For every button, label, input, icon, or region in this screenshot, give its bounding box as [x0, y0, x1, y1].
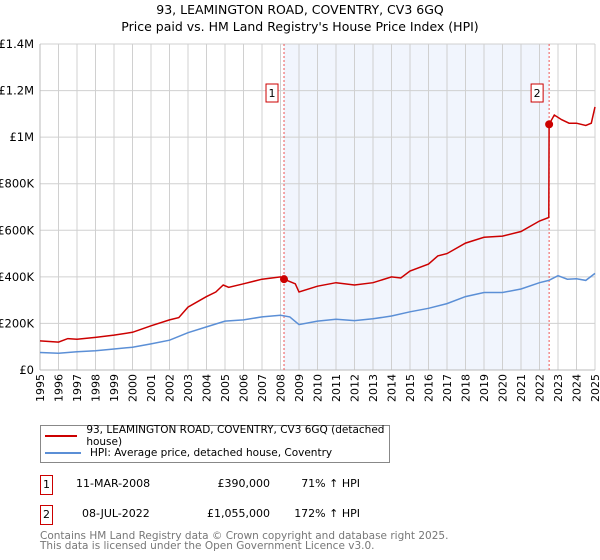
annotation-label: 2: [534, 87, 541, 100]
x-tick-label: 2000: [127, 374, 140, 402]
transaction-hpi: 71% ↑ HPI: [301, 477, 360, 490]
annotation-box: [265, 83, 279, 103]
y-tick-label: £1.4M: [0, 37, 34, 51]
x-tick-label: 2020: [497, 374, 510, 402]
legend-label: 93, LEAMINGTON ROAD, COVENTRY, CV3 6GQ (…: [86, 424, 385, 448]
y-tick-label: £200K: [0, 316, 34, 330]
y-tick-label: £800K: [0, 177, 34, 191]
x-tick-label: 2007: [256, 374, 269, 402]
transaction-row: 2 08-JUL-2022 £1,055,000 172% ↑ HPI: [40, 505, 400, 525]
transaction-price: £390,000: [217, 477, 271, 490]
x-tick-label: 2019: [478, 374, 491, 402]
x-tick-label: 2023: [552, 374, 565, 402]
x-tick-label: 2006: [238, 374, 251, 402]
x-tick-label: 2017: [441, 374, 454, 402]
chart-subtitle: Price paid vs. HM Land Registry's House …: [121, 19, 479, 34]
transaction-marker: 2: [40, 505, 53, 525]
y-tick-label: £400K: [0, 270, 34, 284]
y-tick-label: £0: [19, 363, 34, 377]
x-tick-label: 2016: [423, 374, 436, 402]
sale-point: [545, 120, 554, 129]
footer-line: Contains HM Land Registry data © Crown c…: [40, 530, 449, 542]
x-tick-label: 1996: [53, 374, 66, 402]
x-tick-label: 2021: [515, 374, 528, 402]
x-tick-label: 2010: [312, 374, 325, 402]
y-tick-label: £1.2M: [0, 84, 34, 98]
x-tick-label: 1995: [34, 374, 47, 402]
legend-label: HPI: Average price, detached house, Cove…: [90, 447, 333, 459]
footer: Contains HM Land Registry data © Crown c…: [40, 530, 449, 552]
transaction-hpi: 172% ↑ HPI: [294, 507, 360, 520]
y-tick-label: £1M: [9, 130, 34, 144]
x-tick-label: 2018: [460, 374, 473, 402]
transaction-price: £1,055,000: [207, 507, 270, 520]
transaction-row: 1 11-MAR-2008 £390,000 71% ↑ HPI: [40, 475, 400, 495]
shaded-period: [284, 44, 550, 370]
legend-swatch-blue: [45, 452, 81, 454]
annotation-box: [530, 83, 544, 103]
chart-title: 93, LEAMINGTON ROAD, COVENTRY, CV3 6GQ: [156, 2, 444, 17]
transaction-date: 08-JUL-2022: [82, 507, 150, 520]
x-tick-label: 2009: [293, 374, 306, 402]
price-chart: 1995 1996 1997 1998 1999 2000 2001 2002 2003 2004…: [0, 37, 600, 402]
annotation-label: 1: [269, 87, 276, 100]
y-tick-label: £600K: [0, 223, 34, 237]
x-tick-label: 2005: [219, 374, 232, 402]
x-tick-label: 2014: [386, 374, 399, 402]
hpi-line: [39, 272, 596, 354]
x-tick-label: 2012: [349, 374, 362, 402]
transaction-marker: 1: [40, 475, 53, 495]
transaction-date: 11-MAR-2008: [76, 477, 151, 490]
x-tick-label: 2015: [404, 374, 417, 402]
legend: 93, LEAMINGTON ROAD, COVENTRY, CV3 6GQ (…: [40, 424, 390, 463]
x-tick-label: 2025: [589, 374, 600, 402]
legend-item-hpi: HPI: Average price, detached house, Cove…: [45, 445, 332, 461]
x-tick-label: 2011: [330, 374, 343, 402]
sale-point: [280, 275, 289, 284]
x-tick-label: 2003: [182, 374, 195, 402]
x-tick-label: 2004: [201, 374, 214, 402]
x-tick-label: 2008: [275, 374, 288, 402]
property-price-line: [39, 106, 596, 343]
legend-item-property: 93, LEAMINGTON ROAD, COVENTRY, CV3 6GQ (…: [45, 424, 389, 448]
x-tick-label: 2002: [164, 374, 177, 402]
x-tick-label: 1999: [108, 374, 121, 402]
x-tick-label: 1997: [71, 374, 84, 402]
x-tick-label: 2022: [534, 374, 547, 402]
x-tick-label: 2001: [145, 374, 158, 402]
x-tick-label: 1998: [90, 374, 103, 402]
x-tick-label: 2024: [571, 374, 584, 402]
legend-swatch-red: [45, 435, 78, 437]
footer-line: This data is licensed under the Open Gov…: [40, 540, 375, 552]
x-tick-label: 2013: [367, 374, 380, 402]
